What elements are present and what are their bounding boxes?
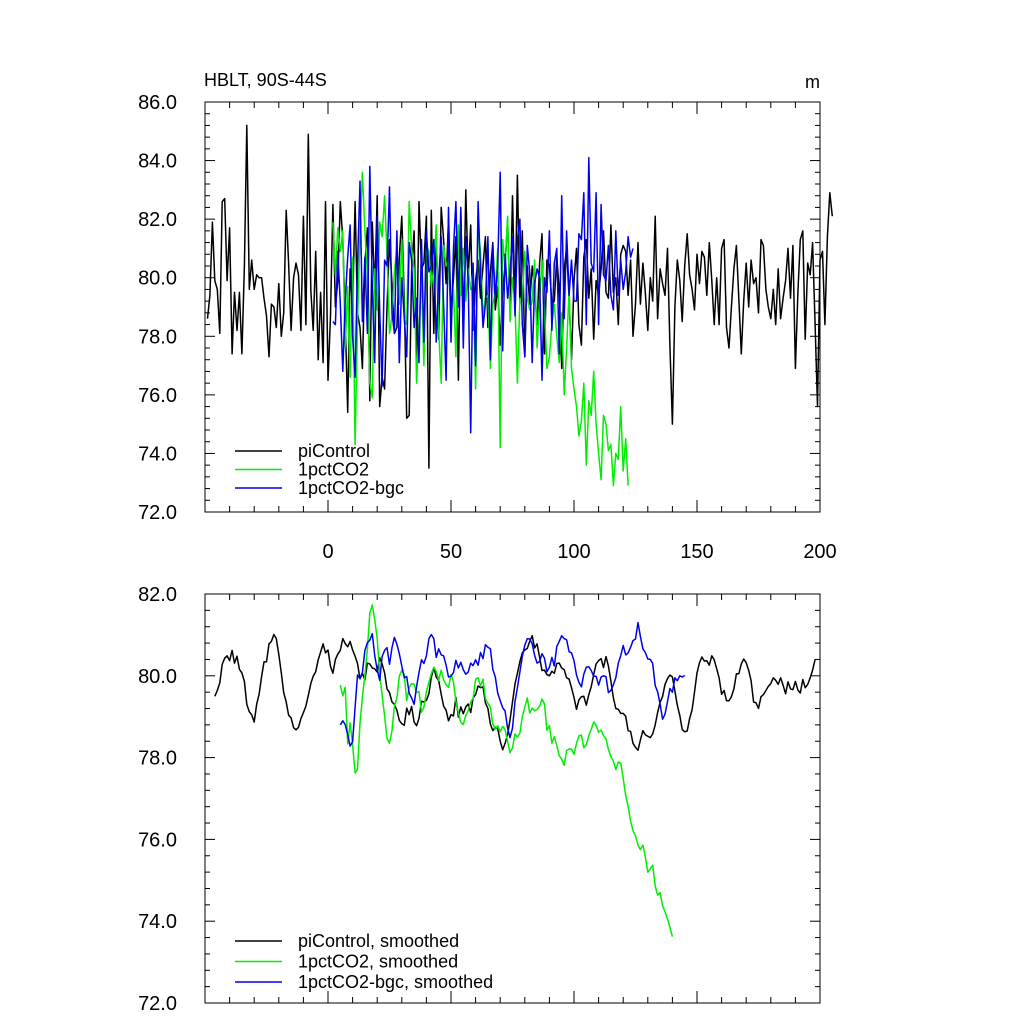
bottom-y-tick-label: 80.0 [138,666,177,688]
top-x-tick-label: 200 [803,541,836,563]
top-legend-label: 1pctCO2 [298,460,369,480]
top-y-tick-label: 78.0 [138,326,177,348]
top-panel-title: HBLT, 90S-44S [204,70,327,90]
top-x-tick-label: 150 [680,541,713,563]
bottom-legend-label: 1pctCO2-bgc, smoothed [298,972,493,992]
top-y-tick-label: 82.0 [138,209,177,231]
bottom-series-line-picontrol-smoothed [214,633,816,751]
top-x-tick-label: 100 [557,541,590,563]
top-x-tick-label: 0 [322,541,333,563]
bottom-panel: 72.0 74.0 76.0 78.0 80.0 82.0 piControl, smoo… [138,584,821,1015]
top-series-line-1pctco2-bgc [332,156,634,434]
top-x-tick-label: 50 [440,541,462,563]
bottom-legend-label: piControl, smoothed [298,931,459,951]
top-panel: HBLT, 90S-44S m 72.0 74.0 76.0 78.0 80.0 82.0… [138,70,837,563]
top-panel-units: m [805,72,820,92]
top-plot-frame [204,101,821,513]
bottom-plot-frame [204,593,821,1004]
bottom-y-tick-label: 74.0 [138,911,177,933]
top-y-tick-label: 84.0 [138,151,177,173]
bottom-y-tick-label: 72.0 [138,993,177,1015]
top-legend-label: 1pctCO2-bgc [298,478,404,498]
top-series-line-picontrol [206,124,834,469]
bottom-series-line-1pctco2-bgc-smoothed [339,621,686,747]
bottom-legend-label: 1pctCO2, smoothed [298,952,458,972]
top-y-tick-label: 80.0 [138,268,177,290]
top-y-tick-label: 74.0 [138,443,177,465]
top-y-tick-label: 86.0 [138,92,177,114]
top-y-tick-label: 72.0 [138,502,177,524]
bottom-series-line-1pctco2-smoothed [339,604,674,937]
bottom-y-tick-label: 82.0 [138,584,177,606]
top-y-tick-label: 76.0 [138,385,177,407]
bottom-y-tick-label: 76.0 [138,829,177,851]
bottom-y-tick-label: 78.0 [138,748,177,770]
top-legend-label: piControl [298,441,370,461]
